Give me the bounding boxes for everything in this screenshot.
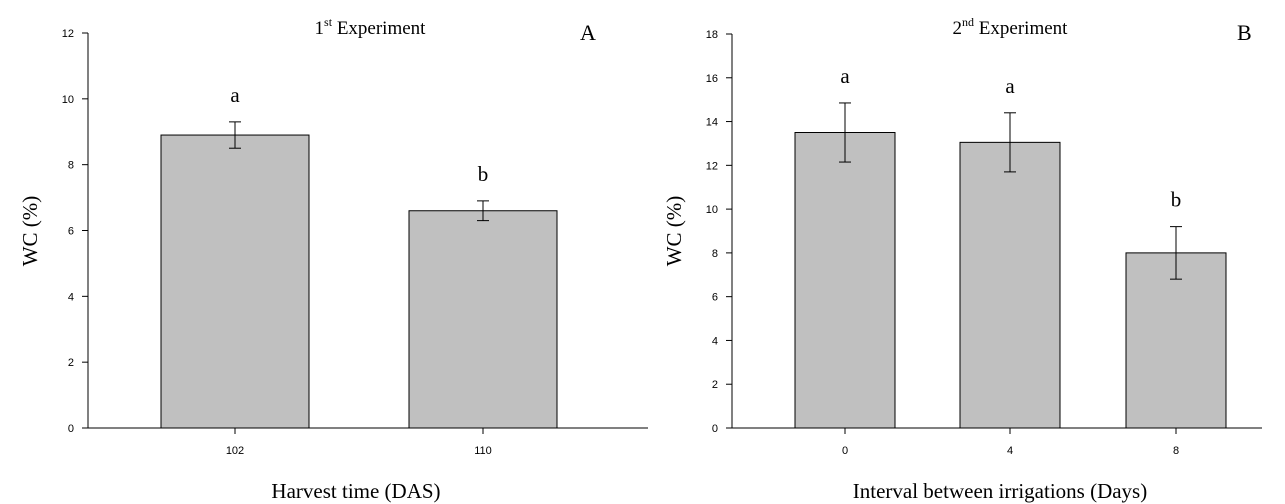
y-tick-label: 12 (62, 28, 74, 40)
significance-letter: b (478, 162, 489, 186)
significance-letter: a (230, 83, 240, 107)
x-tick-label: 102 (226, 445, 244, 457)
y-tick-label: 0 (712, 423, 718, 435)
y-tick-label: 8 (712, 248, 718, 260)
x-tick-label: 0 (842, 445, 848, 457)
x-axis-title: Interval between irrigations (Days) (853, 479, 1147, 503)
chart-panel-b: 0 2 4 6 8 10 12 14 16 18 a a b 0 4 8 2nd Experiment B… (662, 15, 1262, 503)
chart-panel-a: 0 2 4 6 8 10 12 a b 102 110 1st Experiment A WC … (18, 15, 648, 503)
significance-letter: a (840, 64, 850, 88)
x-tick-label: 8 (1173, 445, 1179, 457)
y-tick-label: 0 (68, 423, 74, 435)
x-axis-title: Harvest time (DAS) (271, 479, 440, 503)
y-tick-label: 2 (68, 357, 74, 369)
panel-label: B (1237, 20, 1252, 45)
y-tick-label: 4 (68, 291, 74, 303)
y-tick-label: 12 (706, 160, 718, 172)
chart-title: 2nd Experiment (953, 15, 1069, 39)
chart-title: 1st Experiment (315, 15, 427, 39)
y-tick-label: 10 (706, 204, 718, 216)
y-tick-label: 4 (712, 335, 718, 347)
y-tick-label: 6 (712, 292, 718, 304)
y-axis-title: WC (%) (662, 196, 686, 267)
bar (794, 132, 896, 429)
y-tick-label: 10 (62, 94, 74, 106)
y-tick-label: 8 (68, 160, 74, 172)
y-tick-label: 6 (68, 226, 74, 238)
y-tick-label: 2 (712, 379, 718, 391)
x-tick-label: 4 (1007, 445, 1013, 457)
y-tick-label: 16 (706, 73, 718, 85)
y-tick-label: 18 (706, 29, 718, 41)
y-axis-title: WC (%) (18, 196, 42, 267)
bar (408, 210, 558, 429)
significance-letter: a (1005, 74, 1015, 98)
panel-label: A (580, 20, 596, 45)
bar (160, 134, 310, 429)
x-tick-label: 110 (474, 445, 492, 457)
bar (959, 141, 1061, 429)
y-tick-label: 14 (706, 117, 718, 129)
significance-letter: b (1171, 188, 1182, 212)
